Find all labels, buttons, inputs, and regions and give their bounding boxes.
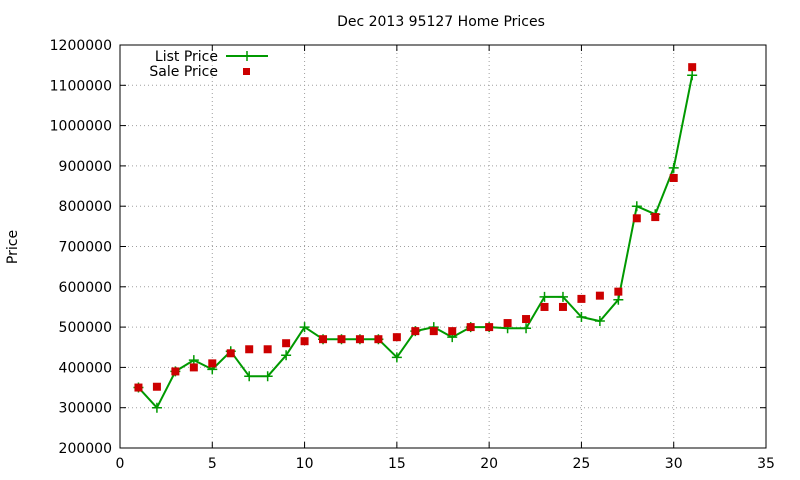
sale-price-point: [669, 173, 678, 182]
sale-price-point: [688, 63, 697, 72]
legend-marker-list-price: [242, 51, 252, 61]
grid-layer: [120, 45, 766, 448]
sale-price-point: [263, 345, 272, 354]
y-tick-label: 400000: [59, 360, 112, 376]
y-tick-label: 1000000: [50, 119, 112, 135]
sale-price-point: [208, 359, 217, 368]
sale-price-point: [485, 323, 494, 332]
sale-price-point: [558, 302, 567, 311]
x-tick-label: 25: [573, 456, 591, 472]
y-axis-label: Price: [5, 230, 21, 264]
list-price-point: [151, 402, 162, 413]
sale-price-point: [152, 382, 161, 391]
sale-price-point: [522, 315, 531, 324]
sale-price-point: [392, 333, 401, 342]
list-price-point: [576, 312, 587, 323]
list-price-point: [613, 294, 624, 305]
list-price-point: [557, 291, 568, 302]
chart-title: Dec 2013 95127 Home Prices: [337, 14, 545, 30]
y-tick-label: 900000: [59, 159, 112, 175]
x-tick-label: 0: [116, 456, 125, 472]
sale-price-point: [134, 383, 143, 392]
list-price-point: [299, 322, 310, 333]
sale-price-point: [189, 363, 198, 372]
sale-price-point: [595, 291, 604, 300]
sale-price-point: [226, 349, 235, 358]
sale-price-point: [540, 302, 549, 311]
x-tick-label: 5: [208, 456, 217, 472]
y-tick-label: 800000: [59, 199, 112, 215]
list-price-point: [391, 352, 402, 363]
y-tick-label: 1200000: [50, 38, 112, 54]
sale-price-point: [374, 335, 383, 344]
sale-price-point: [651, 213, 660, 222]
list-price-point: [631, 201, 642, 212]
list-price-point: [281, 350, 292, 361]
sale-price-point: [355, 335, 364, 344]
sale-price-point: [577, 294, 586, 303]
x-tick-label: 20: [480, 456, 498, 472]
sale-price-point: [614, 287, 623, 296]
sale-price-point: [300, 337, 309, 346]
legend-label-list-price: List Price: [155, 49, 218, 65]
sale-price-point: [171, 367, 180, 376]
list-price-point: [687, 70, 698, 81]
y-tick-label: 500000: [59, 320, 112, 336]
legend-label-sale-price: Sale Price: [149, 64, 218, 80]
sale-price-point: [503, 319, 512, 328]
x-tick-label: 30: [665, 456, 683, 472]
list-price-point: [244, 371, 255, 382]
list-price-point: [262, 371, 273, 382]
series-line-list-price: [137, 75, 694, 409]
list-price-point: [539, 291, 550, 302]
sale-price-point: [282, 339, 291, 348]
y-tick-label: 300000: [59, 401, 112, 417]
y-tick-label: 600000: [59, 280, 112, 296]
list-price-point: [594, 316, 605, 327]
sale-price-point: [411, 327, 420, 336]
sale-price-point: [319, 335, 328, 344]
sale-price-point: [429, 327, 438, 336]
x-tick-label: 15: [388, 456, 406, 472]
legend-marker-sale-price: [243, 68, 250, 75]
y-tick-label: 1100000: [50, 78, 112, 94]
x-tick-label: 10: [296, 456, 314, 472]
sale-price-point: [337, 335, 346, 344]
sale-price-point: [245, 345, 254, 354]
legend: List Price Sale Price: [149, 49, 268, 80]
series-layer: [133, 63, 698, 413]
x-tick-label: 35: [757, 456, 775, 472]
y-tick-label: 200000: [59, 441, 112, 457]
tick-layer: 0 5 10 15 20 25 30 35 200000 300000 400000 500000 60…: [50, 38, 775, 472]
list-price-point: [521, 323, 532, 334]
sale-price-point: [448, 327, 457, 336]
list-price-point: [668, 162, 679, 173]
sale-price-point: [466, 323, 475, 332]
y-tick-label: 700000: [59, 240, 112, 256]
sale-price-point: [632, 214, 641, 223]
